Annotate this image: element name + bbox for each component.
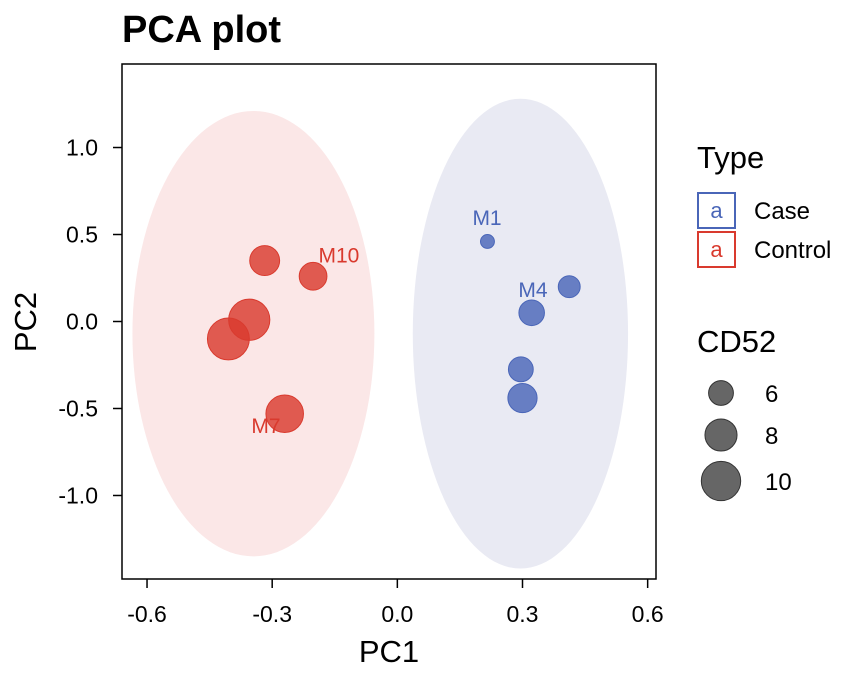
legend-control-key-glyph: a (710, 237, 723, 262)
x-tick-label: 0.0 (381, 601, 413, 627)
x-axis-label: PC1 (359, 634, 419, 669)
legend: Type a Case a Control CD52 6 8 10 (697, 140, 831, 502)
legend-type-entries: a Case a Control (697, 192, 831, 268)
y-tick-label: -0.5 (58, 395, 98, 421)
y-tick-label: -1.0 (58, 482, 98, 508)
chart-title: PCA plot (122, 9, 281, 51)
control-point-0 (249, 245, 281, 277)
x-tick-label: -0.3 (252, 601, 292, 627)
x-tick-label: 0.6 (632, 601, 664, 627)
legend-type-title: Type (697, 140, 764, 175)
y-tick-label: 0.0 (66, 309, 98, 335)
y-axis: -1.0 -0.5 0.0 0.5 1.0 (58, 135, 122, 508)
x-tick-label: -0.6 (127, 601, 167, 627)
control-point-m10 (298, 261, 328, 291)
legend-size-8-circle (704, 418, 738, 452)
point-label-m1: M1 (472, 207, 501, 230)
legend-control-key-box (697, 231, 736, 268)
control-point-3 (206, 317, 250, 361)
point-label-m7: M7 (251, 415, 280, 438)
y-tick-label: 0.5 (66, 222, 98, 248)
case-ellipse (412, 98, 629, 569)
legend-size-entries: 6 8 10 (700, 380, 792, 502)
legend-size-6-label: 6 (765, 381, 778, 408)
legend-case-key-glyph: a (710, 198, 723, 223)
confidence-ellipses (132, 98, 629, 569)
case-point-4 (507, 382, 538, 414)
legend-size-8-label: 8 (765, 423, 778, 450)
data-points (206, 234, 581, 433)
x-axis: -0.6 -0.3 0.0 0.3 0.6 (127, 579, 664, 627)
legend-case-label: Case (754, 198, 810, 225)
legend-case-key-box (697, 192, 736, 229)
legend-size-title: CD52 (697, 324, 776, 359)
legend-control-label: Control (754, 237, 831, 264)
y-axis-label: PC2 (8, 292, 43, 352)
point-labels: M1 M4 M10 M7 (251, 207, 547, 438)
y-tick-label: 1.0 (66, 135, 98, 161)
case-point-m1 (480, 234, 495, 249)
x-tick-label: 0.3 (507, 601, 539, 627)
legend-size-10-circle (700, 460, 742, 502)
case-point-3 (507, 356, 534, 383)
case-point-1 (557, 275, 581, 299)
control-point-m7 (265, 394, 304, 433)
legend-size-10-label: 10 (765, 469, 792, 496)
point-label-m10: M10 (319, 244, 360, 267)
case-point-2 (518, 299, 545, 327)
legend-size-6-circle (708, 380, 734, 406)
point-label-m4: M4 (518, 279, 547, 302)
